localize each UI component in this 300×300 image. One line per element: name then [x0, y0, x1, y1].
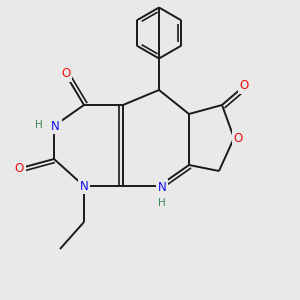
- Text: N: N: [80, 179, 88, 193]
- Text: O: O: [234, 131, 243, 145]
- Text: N: N: [51, 119, 60, 133]
- Text: O: O: [15, 161, 24, 175]
- Text: O: O: [240, 79, 249, 92]
- Text: H: H: [34, 119, 42, 130]
- Text: O: O: [61, 67, 70, 80]
- Text: H: H: [158, 197, 166, 208]
- Text: N: N: [158, 181, 166, 194]
